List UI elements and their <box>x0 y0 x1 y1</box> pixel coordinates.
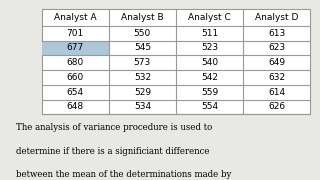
Text: 654: 654 <box>67 88 84 97</box>
Text: between the mean of the determinations made by: between the mean of the determinations m… <box>16 170 231 179</box>
Text: 529: 529 <box>134 88 151 97</box>
Text: 511: 511 <box>201 29 218 38</box>
Text: 573: 573 <box>134 58 151 67</box>
Text: 632: 632 <box>268 73 285 82</box>
Text: Analyst B: Analyst B <box>121 13 164 22</box>
Text: The analysis of variance procedure is used to: The analysis of variance procedure is us… <box>16 123 212 132</box>
Text: Analyst A: Analyst A <box>54 13 97 22</box>
Text: 649: 649 <box>268 58 285 67</box>
Text: 532: 532 <box>134 73 151 82</box>
Text: Analyst D: Analyst D <box>255 13 299 22</box>
Text: 554: 554 <box>201 102 218 111</box>
Text: 648: 648 <box>67 102 84 111</box>
Text: 614: 614 <box>268 88 285 97</box>
Text: 626: 626 <box>268 102 285 111</box>
Text: 623: 623 <box>268 43 285 52</box>
Text: 677: 677 <box>67 43 84 52</box>
Text: 660: 660 <box>67 73 84 82</box>
Text: 542: 542 <box>201 73 218 82</box>
Text: 534: 534 <box>134 102 151 111</box>
Text: 540: 540 <box>201 58 218 67</box>
Text: 550: 550 <box>134 29 151 38</box>
Bar <box>42 9 310 114</box>
Text: 613: 613 <box>268 29 285 38</box>
Text: 680: 680 <box>67 58 84 67</box>
Text: 701: 701 <box>67 29 84 38</box>
Bar <box>42 40 109 55</box>
Text: 559: 559 <box>201 88 218 97</box>
Text: 545: 545 <box>134 43 151 52</box>
Text: 523: 523 <box>201 43 218 52</box>
Text: Analyst C: Analyst C <box>188 13 231 22</box>
Text: determine if there is a significiant difference: determine if there is a significiant dif… <box>16 147 210 156</box>
